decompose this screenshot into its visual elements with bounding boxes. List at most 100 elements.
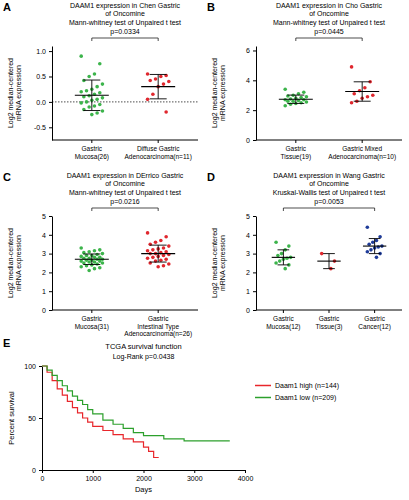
point: [151, 92, 155, 96]
point: [151, 248, 155, 252]
point: [280, 252, 284, 256]
tick-mark: [39, 418, 42, 419]
point: [87, 105, 91, 109]
point: [366, 225, 370, 229]
point: [146, 231, 150, 235]
point: [283, 267, 287, 271]
marks: [272, 225, 387, 270]
tick: [158, 140, 159, 143]
tick: [158, 310, 159, 313]
tick: 4: [246, 232, 256, 239]
point: [79, 54, 83, 58]
point: [146, 249, 150, 253]
point: [101, 109, 105, 113]
point: [162, 264, 166, 268]
category-label: GastricMucosa(31): [75, 315, 109, 331]
marks: [75, 231, 175, 272]
point: [79, 246, 83, 250]
tick-label: 6: [246, 47, 250, 54]
tick-mark: [158, 140, 159, 143]
point: [167, 244, 171, 248]
tick: 0.0: [36, 99, 52, 106]
tick-label: 1.0: [36, 48, 46, 55]
panel: CDAAM1 expression in DErrico Gastricof O…: [3, 171, 198, 338]
tick-label: 0.0: [36, 99, 46, 106]
mean-line: [141, 253, 175, 254]
axis-line: [256, 217, 257, 311]
point: [156, 265, 160, 269]
point: [305, 95, 309, 99]
point: [87, 250, 91, 254]
title: TCGA survival function: [105, 342, 181, 351]
tick-mark: [158, 310, 159, 313]
x-axis: [52, 140, 198, 143]
annotation: p=0.0053: [314, 198, 343, 206]
tick: 4000: [238, 470, 254, 482]
tick-label: 2: [246, 269, 250, 276]
tick: 5: [42, 213, 52, 220]
tick-label: 3: [42, 250, 46, 257]
tick: 1: [42, 288, 52, 295]
point: [154, 241, 158, 245]
tick: 0: [42, 307, 52, 314]
tick: 0: [246, 307, 256, 314]
point: [154, 77, 158, 81]
axis-line: [52, 310, 198, 311]
legend-swatch: [255, 385, 271, 387]
point: [302, 90, 306, 94]
tick: 4: [42, 232, 52, 239]
legend-label: Daam1 high (n=144): [275, 382, 339, 390]
tick-label: 5: [42, 213, 46, 220]
tick: 50: [28, 415, 42, 422]
point: [274, 261, 278, 265]
point: [93, 104, 97, 108]
point: [85, 100, 89, 104]
subtitle: Mann-whitney test of Unpaired t test: [69, 19, 181, 27]
tick-label: 2: [246, 107, 250, 114]
tick-label: 4: [246, 77, 250, 84]
mean-line: [272, 257, 295, 258]
panel: DDAAM1 expression in Wang Gastricof Onco…: [207, 171, 402, 331]
tick-mark: [91, 310, 92, 313]
title: DAAM1 expression in Wang Gastricof Oncom…: [273, 172, 385, 187]
tick-label: 4000: [238, 475, 254, 482]
tick-label: 50: [28, 415, 36, 422]
y-axis: -0.50.00.51.0: [34, 47, 53, 141]
bracket: [92, 38, 158, 41]
point: [167, 262, 171, 266]
tick: [91, 140, 92, 143]
legend-swatch: [255, 397, 271, 399]
point: [274, 241, 278, 245]
panel-label: A: [3, 1, 11, 13]
y-axis: 050100: [24, 363, 42, 474]
tick-mark: [49, 235, 52, 236]
mean-line: [75, 95, 109, 96]
tick-mark: [39, 470, 42, 471]
axis-title: Log2 median-centeredmRNA expression: [7, 228, 23, 298]
survival-line: [42, 366, 230, 441]
point: [367, 242, 371, 246]
tick-mark: [329, 310, 330, 313]
axis-line: [52, 140, 198, 141]
category-label: GastricTissue(19): [281, 145, 311, 161]
tick-mark: [253, 272, 256, 273]
axis-line: [52, 217, 53, 311]
tick: 5: [246, 213, 256, 220]
annotation: p=0.0445: [314, 28, 343, 36]
point: [289, 102, 293, 106]
point: [90, 113, 94, 117]
tick: 6: [246, 47, 256, 54]
axis-line: [256, 47, 257, 141]
point: [159, 258, 163, 262]
point: [79, 101, 83, 105]
tick-label: 0: [246, 307, 250, 314]
tick-label: 4: [42, 232, 46, 239]
tick-label: 1: [246, 288, 250, 295]
tick: 3000: [187, 470, 203, 482]
point: [350, 65, 354, 69]
point: [276, 254, 280, 258]
tick-label: 1000: [85, 475, 101, 482]
point: [98, 91, 102, 95]
legend: Daam1 high (n=144)Daam1 low (n=209): [255, 382, 339, 402]
axis-title: Log2 median-centeredmRNA expression: [211, 58, 227, 128]
